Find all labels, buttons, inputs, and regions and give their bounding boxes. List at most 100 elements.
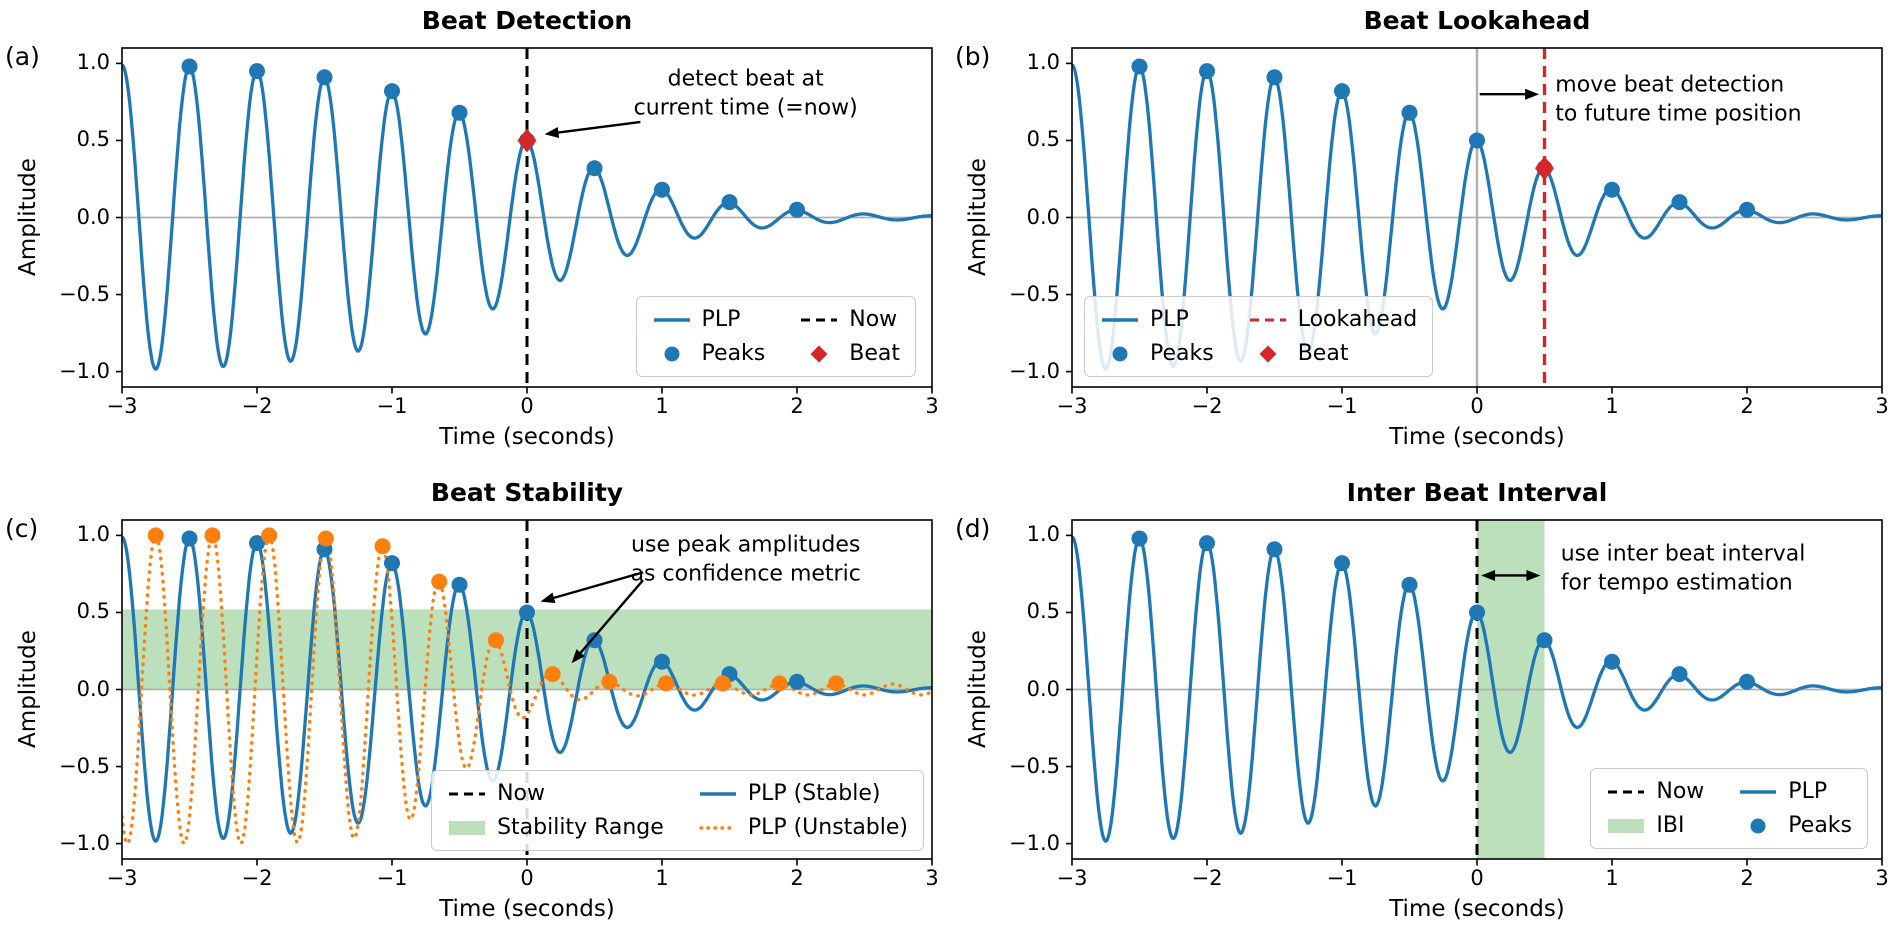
y-tick-label: 1.0 bbox=[1026, 50, 1060, 75]
x-axis-label: Time (seconds) bbox=[439, 896, 615, 922]
panel-a: (a) Beat Detection Amplitude Time (secon… bbox=[0, 0, 950, 471]
x-tick-label: 0 bbox=[520, 394, 534, 418]
peak-marker bbox=[374, 538, 391, 555]
x-tick-label: 3 bbox=[1875, 866, 1889, 890]
y-tick-label: −0.5 bbox=[1009, 753, 1060, 778]
x-tick-label: 0 bbox=[1470, 866, 1484, 890]
x-tick-label: −3 bbox=[1056, 866, 1088, 890]
x-tick-label: 2 bbox=[790, 394, 804, 418]
peak-marker bbox=[1334, 555, 1350, 572]
peak-marker bbox=[451, 104, 468, 121]
peak-marker bbox=[721, 194, 738, 211]
plot-canvas-b bbox=[1066, 47, 1883, 394]
peak-marker bbox=[1334, 83, 1350, 100]
panel-title-d: Inter Beat Interval bbox=[1346, 478, 1608, 507]
x-tick-label: 2 bbox=[790, 866, 804, 890]
peak-marker bbox=[658, 675, 675, 692]
peak-marker bbox=[586, 160, 603, 177]
peak-marker bbox=[1401, 104, 1418, 121]
peak-marker bbox=[487, 632, 504, 649]
peak-marker bbox=[1266, 69, 1283, 86]
peak-marker bbox=[181, 58, 198, 75]
peak-marker bbox=[249, 535, 265, 552]
peak-marker bbox=[586, 632, 603, 649]
y-tick-label: −1.0 bbox=[59, 358, 110, 383]
y-tick-label: −0.5 bbox=[1009, 281, 1060, 306]
peak-marker bbox=[1739, 201, 1755, 218]
x-tick-label: 1 bbox=[1605, 866, 1619, 890]
x-tick-label: 0 bbox=[1470, 394, 1484, 418]
peak-marker bbox=[384, 83, 400, 100]
peak-marker bbox=[1536, 632, 1553, 649]
panel-title-a: Beat Detection bbox=[421, 6, 633, 35]
x-tick-label: 2 bbox=[1740, 866, 1754, 890]
panel-title-b: Beat Lookahead bbox=[1363, 6, 1591, 35]
peak-marker bbox=[1671, 194, 1688, 211]
x-tick-label: −1 bbox=[1326, 866, 1358, 890]
y-tick-label: 0.5 bbox=[1026, 599, 1060, 624]
peak-marker bbox=[1131, 530, 1148, 547]
peak-marker bbox=[384, 555, 400, 572]
x-tick-label: 3 bbox=[1875, 394, 1889, 418]
x-tick-label: 1 bbox=[655, 866, 669, 890]
x-tick-label: −3 bbox=[106, 866, 138, 890]
peak-marker bbox=[519, 604, 535, 621]
peak-marker bbox=[1401, 576, 1418, 593]
x-tick-label: −1 bbox=[1326, 394, 1358, 418]
peak-marker bbox=[654, 653, 670, 670]
y-tick-label: −0.5 bbox=[59, 281, 110, 306]
beat-diamond-marker bbox=[517, 128, 537, 153]
peak-marker bbox=[451, 576, 468, 593]
peak-marker bbox=[789, 673, 805, 690]
plot-canvas-c bbox=[116, 519, 933, 866]
peak-marker bbox=[1671, 666, 1688, 683]
x-axis-label: Time (seconds) bbox=[439, 424, 615, 450]
panel-c: (c) Beat Stability Amplitude Time (secon… bbox=[0, 472, 950, 943]
panel-label-c: (c) bbox=[5, 514, 39, 543]
panel-d: (d) Inter Beat Interval Amplitude Time (… bbox=[950, 472, 1900, 943]
x-tick-label: 1 bbox=[1605, 394, 1619, 418]
y-tick-label: 1.0 bbox=[1026, 522, 1060, 547]
x-tick-label: 3 bbox=[925, 866, 939, 890]
x-axis-label: Time (seconds) bbox=[1389, 896, 1565, 922]
peak-marker bbox=[317, 530, 334, 547]
panel-label-d: (d) bbox=[955, 514, 991, 543]
peak-marker bbox=[249, 63, 265, 80]
plot-canvas-d bbox=[1066, 519, 1883, 866]
peak-marker bbox=[654, 181, 670, 198]
y-tick-label: 0.0 bbox=[76, 676, 110, 701]
y-tick-label: −1.0 bbox=[59, 830, 110, 855]
peak-marker bbox=[1604, 181, 1620, 198]
plot-canvas-a bbox=[116, 47, 933, 394]
peak-marker bbox=[601, 673, 618, 690]
panel-title-c: Beat Stability bbox=[430, 478, 624, 507]
x-axis-label: Time (seconds) bbox=[1389, 424, 1565, 450]
peak-marker bbox=[147, 527, 164, 544]
peak-marker bbox=[771, 675, 788, 692]
y-tick-label: 0.5 bbox=[76, 127, 110, 152]
x-tick-label: 3 bbox=[925, 394, 939, 418]
peak-marker bbox=[204, 527, 221, 544]
peak-marker bbox=[181, 530, 198, 547]
y-tick-label: 0.5 bbox=[1026, 127, 1060, 152]
y-tick-label: 0.0 bbox=[1026, 204, 1060, 229]
y-tick-label: −1.0 bbox=[1009, 358, 1060, 383]
y-tick-label: −1.0 bbox=[1009, 830, 1060, 855]
peak-marker bbox=[1469, 132, 1485, 149]
x-tick-label: −3 bbox=[1056, 394, 1088, 418]
peak-marker bbox=[789, 201, 805, 218]
y-tick-label: 0.5 bbox=[76, 599, 110, 624]
beat-diamond-marker bbox=[1535, 156, 1554, 181]
peak-marker bbox=[1604, 653, 1620, 670]
peak-marker bbox=[1131, 58, 1148, 75]
peak-marker bbox=[544, 666, 561, 683]
peak-marker bbox=[1199, 535, 1215, 552]
peak-marker bbox=[1266, 541, 1283, 558]
x-tick-label: −2 bbox=[241, 394, 273, 418]
x-tick-label: 1 bbox=[655, 394, 669, 418]
peak-marker bbox=[828, 675, 845, 692]
peak-marker bbox=[1739, 673, 1755, 690]
peak-marker bbox=[1469, 604, 1485, 621]
y-tick-label: 1.0 bbox=[76, 50, 110, 75]
x-tick-label: −1 bbox=[376, 394, 408, 418]
